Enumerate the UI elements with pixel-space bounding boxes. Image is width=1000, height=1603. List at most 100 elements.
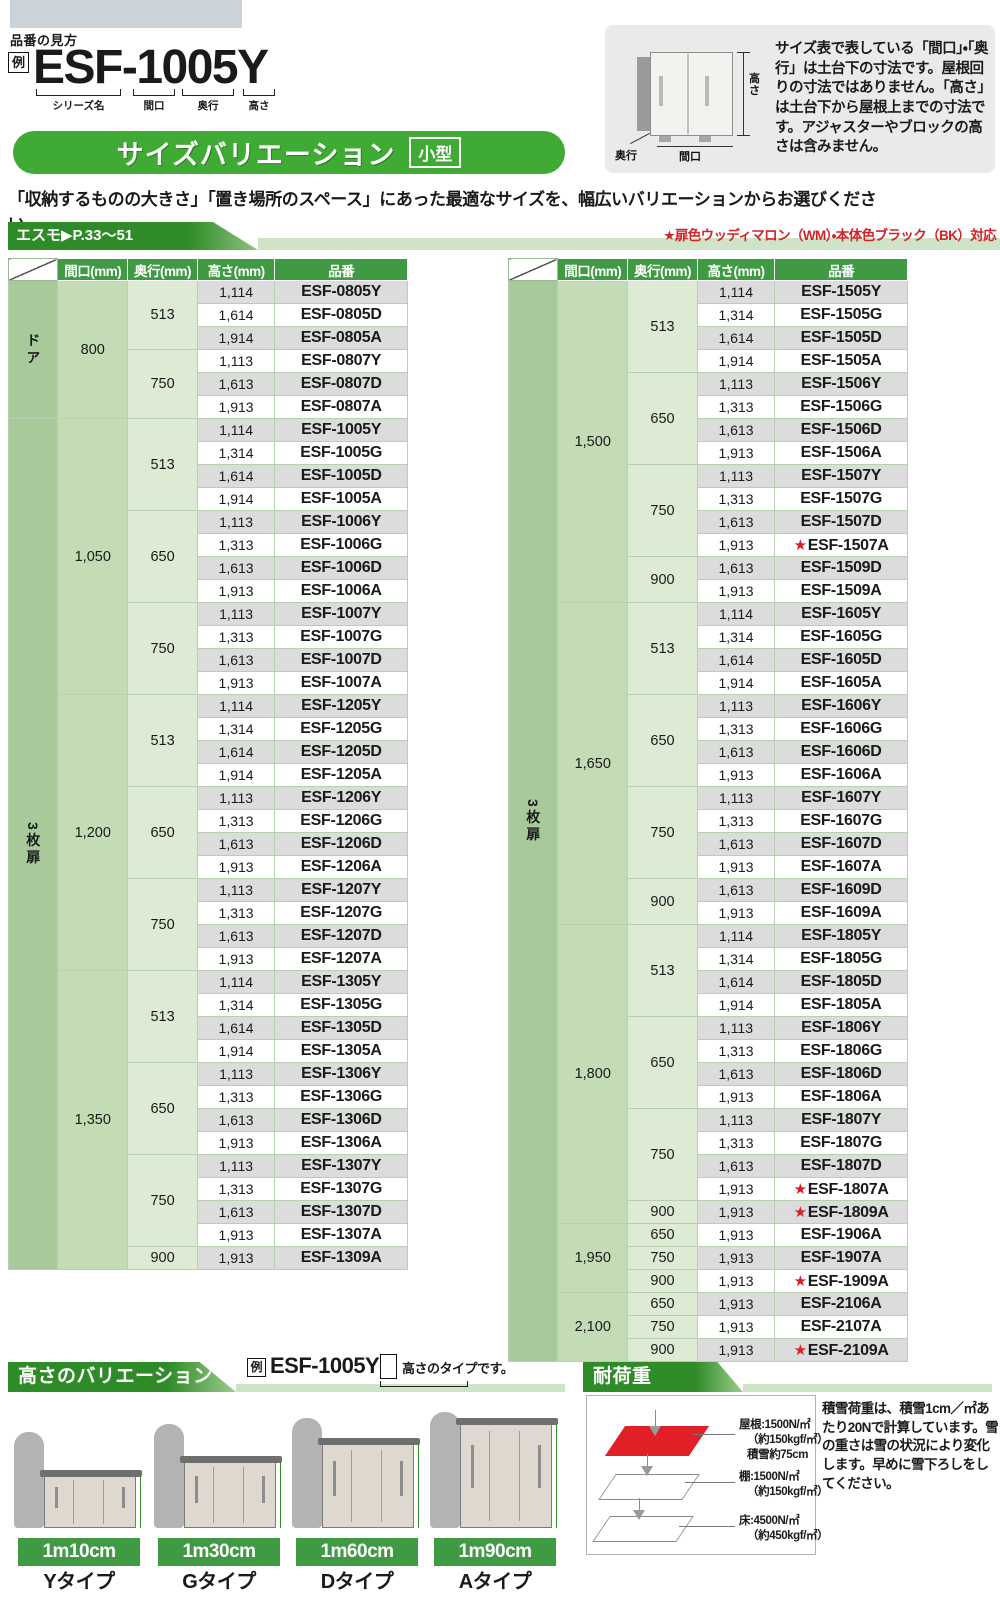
cell-height: 1,914	[696, 993, 776, 1017]
height-type-label: Yタイプ	[43, 1571, 115, 1593]
cell-width: 1,200	[57, 694, 129, 971]
cell-product-code: ESF-1305Y	[274, 970, 408, 994]
cell-product-code: ESF-1005G	[274, 441, 408, 465]
cell-product-code: ESF-1509A	[774, 579, 908, 603]
cell-product-code: ESF-2106A	[774, 1292, 908, 1316]
cell-height: 1,614	[696, 970, 776, 994]
cell-width: 1,650	[557, 602, 629, 925]
cell-product-code: ESF-1807D	[774, 1154, 908, 1178]
table-corner	[7, 258, 59, 281]
cell-product-code: ESF-1605Y	[774, 602, 908, 626]
roof-load-sub: （約150kgf/㎡）	[747, 1434, 829, 1446]
height-example-badge: 例	[247, 1358, 266, 1377]
cell-depth: 513	[127, 280, 198, 350]
height-label: 1m60cm	[296, 1538, 418, 1566]
group-label: 3枚扉	[7, 418, 59, 1270]
cell-product-code: ESF-1609D	[774, 878, 908, 902]
cell-height: 1,914	[196, 1039, 276, 1063]
cell-height: 1,613	[696, 832, 776, 856]
cell-height: 1,613	[696, 1062, 776, 1086]
cell-height: 1,114	[196, 418, 276, 442]
cell-product-code: ESF-1307D	[274, 1200, 408, 1224]
cell-product-code: ESF-1606Y	[774, 694, 908, 718]
height-label: 1m30cm	[158, 1538, 280, 1566]
table-row: 1,314 ESF-1205G	[9, 717, 408, 741]
table-row: 1,913 ESF-1506A	[509, 441, 908, 465]
shed-figure-icon	[456, 1418, 558, 1528]
bracket-height	[243, 89, 275, 96]
cell-product-code: ESF-1505Y	[774, 280, 908, 304]
cell-height: 1,113	[196, 349, 276, 373]
table-row: 1,613 ESF-1006D	[9, 556, 408, 580]
cell-product-code: ESF-1606G	[774, 717, 908, 741]
cell-width: 800	[57, 280, 129, 419]
person-silhouette-icon	[14, 1432, 44, 1528]
table-row: 1,913 ESF-1007A	[9, 671, 408, 695]
floor-load-label: 床:4500N/㎡	[739, 1515, 800, 1527]
cell-depth: 750	[627, 786, 698, 879]
table-row: 1,613 ESF-1806D	[509, 1062, 908, 1086]
cell-height: 1,913	[696, 1269, 776, 1293]
height-type-label: Gタイプ	[182, 1571, 256, 1593]
cell-product-code: ESF-1605G	[774, 625, 908, 649]
shed-figure-icon	[40, 1470, 142, 1528]
height-label: 1m90cm	[434, 1538, 556, 1566]
cell-width: 1,500	[557, 280, 629, 603]
table-row: 1,913 ★ESF-1807A	[509, 1177, 908, 1201]
cell-height: 1,614	[696, 648, 776, 672]
shelf-load-label: 棚:1500N/㎡	[739, 1471, 800, 1483]
cell-width: 1,800	[557, 924, 629, 1224]
dim-label-depth: 奥行	[615, 150, 637, 162]
table-row: 1,314 ESF-1605G	[509, 625, 908, 649]
cell-height: 1,913	[696, 763, 776, 787]
cell-height: 1,913	[196, 579, 276, 603]
cell-product-code: ESF-1607G	[774, 809, 908, 833]
height-variation-banner: 高さのバリエーション	[8, 1362, 236, 1392]
cell-height: 1,314	[696, 947, 776, 971]
col-header-width: 間口(mm)	[57, 258, 129, 281]
cell-height: 1,313	[696, 809, 776, 833]
table-row: 1,613 ESF-1307D	[9, 1200, 408, 1224]
cell-product-code: ESF-1807G	[774, 1131, 908, 1155]
dimension-note-box: 高さ 間口 奥行 サイズ表で表している「間口」・「奥行」は土台下の寸法です。屋根…	[605, 25, 995, 173]
cell-product-code: ESF-1506G	[774, 395, 908, 419]
cell-height: 1,913	[696, 901, 776, 925]
cell-depth: 750	[127, 878, 198, 971]
cell-product-code: ESF-1805Y	[774, 924, 908, 948]
height-variation-item: 1m90cm Aタイプ	[428, 1396, 564, 1596]
cell-height: 1,313	[696, 1131, 776, 1155]
table-row: 1,913 ESF-1206A	[9, 855, 408, 879]
cell-height: 1,913	[696, 579, 776, 603]
cell-product-code: ESF-1207A	[274, 947, 408, 971]
cell-product-code: ESF-1906A	[774, 1223, 908, 1247]
col-header-depth: 奥行(mm)	[127, 258, 198, 281]
table-row: 650 1,113 ESF-1006Y	[9, 510, 408, 603]
cell-product-code: ESF-1907A	[774, 1246, 908, 1270]
table-row: 1,350 513 1,114 ESF-1305Y	[9, 970, 408, 1270]
cell-product-code: ESF-1205A	[274, 763, 408, 787]
cell-product-code: ESF-1509D	[774, 556, 908, 580]
table-row: 1,614 ESF-1505D	[509, 326, 908, 350]
cell-height: 1,113	[696, 372, 776, 396]
cell-height: 1,114	[696, 924, 776, 948]
cell-height: 1,314	[696, 625, 776, 649]
cell-depth: 900	[627, 1269, 698, 1293]
cell-height: 1,313	[696, 1039, 776, 1063]
cell-product-code: ESF-0805Y	[274, 280, 408, 304]
table-row: 750 1,113 ESF-1007Y	[9, 602, 408, 695]
table-row: 1,314 ESF-1505G	[509, 303, 908, 327]
cell-product-code: ESF-1805G	[774, 947, 908, 971]
cell-height: 1,313	[696, 717, 776, 741]
cell-height: 1,114	[196, 280, 276, 304]
cell-depth: 650	[127, 510, 198, 603]
table-row: 750 1,113 ESF-1307Y	[9, 1154, 408, 1247]
cell-product-code: ESF-1305D	[274, 1016, 408, 1040]
table-row: 1,914 ESF-1205A	[9, 763, 408, 787]
ribbon-tail	[258, 238, 1000, 250]
table-row: 900 1,913 ESF-1309A	[9, 1246, 408, 1270]
shelf-load-sub: （約150kgf/㎡）	[747, 1486, 829, 1498]
star-legend: ★扉色ウッディマロン（WM）・本体色ブラック（BK）対応	[663, 228, 996, 243]
table-row: 1,313 ESF-1206G	[9, 809, 408, 833]
model-key-label: 品番の見方	[10, 33, 78, 48]
load-figure	[592, 1404, 737, 1548]
